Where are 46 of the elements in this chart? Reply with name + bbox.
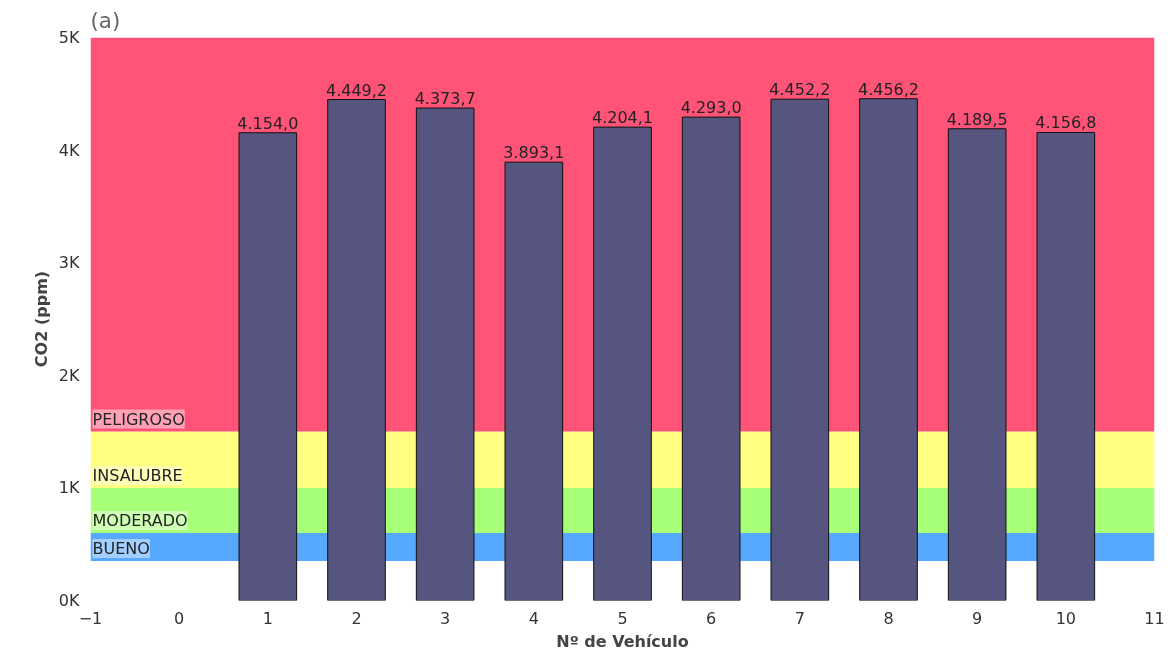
bar [681,116,741,601]
y-tick-label: 5K [58,28,81,47]
x-tick-label: −1 [78,608,103,628]
x-tick-label: 4 [528,608,539,628]
data-label: 4.293,0 [680,98,742,118]
x-tick-label: 6 [706,608,717,628]
band-label: INSALUBRE [92,465,183,485]
x-tick-label: 1 [262,608,273,628]
data-label: 4.204,1 [591,108,654,128]
y-tick-label: 0K [58,591,81,610]
y-axis-title: CO2 (ppm) [31,270,51,368]
data-label: 4.373,7 [414,89,476,109]
bar [504,161,564,601]
x-tick-label: 8 [883,608,894,628]
data-label: 4.154,0 [237,113,299,133]
x-tick-label: 11 [1144,608,1165,628]
data-label: 4.156,8 [1035,113,1097,133]
bar [947,128,1007,601]
bar [327,99,386,601]
bar [415,107,475,601]
bar [1036,131,1096,601]
band-label: MODERADO [92,510,188,530]
bar [859,98,918,601]
y-tick-label: 3K [58,253,81,273]
text: (a) [90,7,121,33]
x-tick-label: 0 [174,608,185,628]
data-label: 4.452,2 [769,80,831,100]
bar [770,98,830,601]
data-label: 3.893,1 [503,143,565,163]
band-label: PELIGROSO [92,409,185,429]
x-tick-label: 5 [617,608,628,628]
x-tick-label: 10 [1055,608,1077,628]
bar [238,132,298,601]
x-axis-title: Nº de Vehículo [556,631,689,651]
y-tick-label: 1K [58,478,81,498]
bar [593,126,652,601]
data-label: 4.449,2 [325,80,388,100]
x-tick-label: 7 [794,608,805,628]
x-tick-label: 2 [351,608,362,628]
data-label: 4.456,2 [857,79,920,99]
x-tick-label: 3 [440,608,451,628]
x-tick-label: 9 [972,608,983,628]
data-label: 4.189,5 [946,109,1008,129]
band-label: BUENO [92,539,150,559]
y-tick-label: 4K [58,140,81,160]
y-tick-label: 2K [58,365,81,385]
